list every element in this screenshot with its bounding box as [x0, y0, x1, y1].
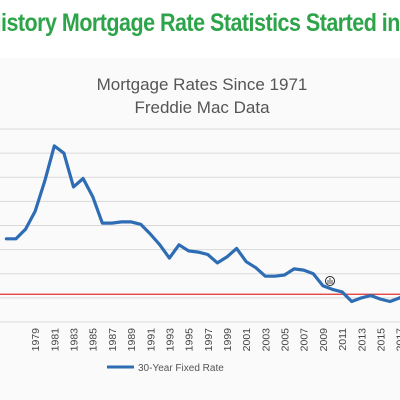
x-tick-label: 1995 [184, 328, 196, 352]
x-tick-label: 2007 [299, 328, 311, 352]
x-tick-label: 2005 [280, 328, 292, 352]
x-tick-label: 2001 [241, 328, 253, 352]
x-tick-label: 1991 [145, 328, 157, 352]
line-chart: 1979 1981 1983 1985 1987 1989 1991 1993 1995 1997… [0, 75, 400, 374]
x-tick-label: 2011 [337, 328, 349, 351]
x-tick-label: 1981 [49, 328, 61, 352]
legend-label: 30-Year Fixed Rate [138, 363, 224, 374]
x-tick-label: 2017 [395, 328, 400, 352]
x-tick-label: 2015 [375, 328, 387, 352]
x-tick-label: 2009 [318, 328, 330, 352]
chart-panel [0, 58, 400, 400]
gridlines [0, 128, 400, 323]
series-line-30-year-fixed [4, 144, 400, 304]
x-tick-label: 1997 [203, 328, 215, 352]
x-tick-label: 1987 [107, 328, 119, 352]
chart-subtitle: Freddie Mac Data [134, 98, 270, 117]
x-tick-label: 1983 [69, 328, 81, 352]
banner: History Mortgage Rate Statistics Started… [0, 0, 400, 58]
x-tick-label: 1979 [30, 328, 42, 352]
x-tick-label: 2003 [260, 328, 272, 352]
chart-title: Mortgage Rates Since 1971 [97, 75, 308, 94]
x-tick-label: 1993 [164, 328, 176, 352]
hand-cursor-icon [325, 276, 335, 286]
x-axis-tick-labels: 1979 1981 1983 1985 1987 1989 1991 1993 1995 1997… [30, 328, 400, 352]
x-tick-label: 1999 [222, 328, 234, 352]
x-tick-label: 2013 [356, 328, 368, 352]
x-tick-label: 1989 [126, 328, 138, 352]
x-tick-label: 1985 [88, 328, 100, 352]
banner-title: History Mortgage Rate Statistics Started… [0, 9, 400, 37]
